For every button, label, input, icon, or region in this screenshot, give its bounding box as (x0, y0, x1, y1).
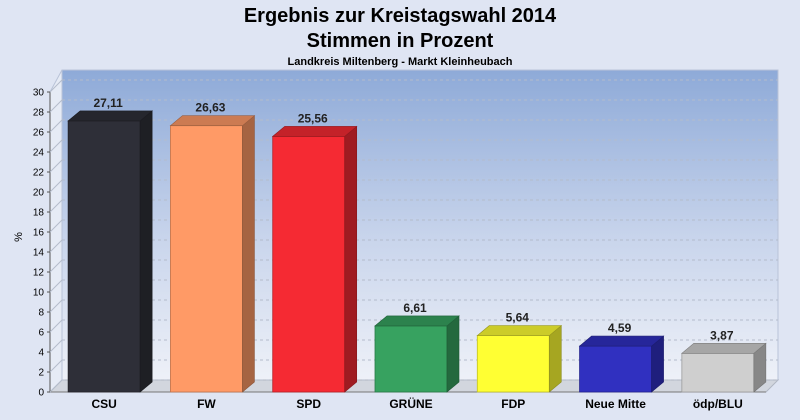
category-label: SPD (296, 397, 321, 411)
chart-title: Ergebnis zur Kreistagswahl 2014 (243, 5, 557, 27)
bar-value-label: 3,87 (710, 328, 734, 342)
bar-value-label: 27,11 (93, 96, 123, 110)
bar (67, 120, 141, 393)
category-label: FW (197, 397, 216, 411)
gridline-diagonal (49, 319, 63, 333)
chart-title-line2: Stimmen in Prozent (306, 30, 494, 52)
y-tick-label: 30 (33, 88, 45, 99)
bar-side (344, 125, 358, 393)
gridline-diagonal (49, 359, 63, 373)
bar-value-label: 26,63 (195, 101, 225, 115)
gridline-diagonal (49, 159, 63, 173)
gridline-diagonal (49, 259, 63, 273)
gridline-diagonal (49, 379, 63, 393)
bar-side (139, 110, 153, 393)
y-tick-label: 4 (38, 348, 44, 359)
y-tick-label: 28 (33, 108, 45, 119)
bar-top (67, 110, 153, 122)
bar-value-label: 5,64 (506, 311, 530, 325)
y-tick-label: 22 (33, 168, 45, 179)
gridline-diagonal (49, 219, 63, 233)
bar-side (548, 324, 562, 393)
bar-top (681, 342, 767, 354)
bar-side (446, 315, 460, 393)
y-tick-label: 20 (33, 188, 45, 199)
y-tick-label: 16 (33, 228, 45, 239)
category-label: CSU (91, 397, 116, 411)
gridline-diagonal (49, 99, 63, 113)
category-label: Neue Mitte (585, 397, 646, 411)
y-tick-label: 18 (33, 208, 45, 219)
gridline-diagonal (49, 79, 63, 93)
chart-header: Ergebnis zur Kreistagswahl 2014 Stimmen … (0, 4, 800, 68)
y-tick-label: 6 (38, 328, 44, 339)
y-axis-label: % (13, 232, 25, 242)
gridline-diagonal (49, 339, 63, 353)
y-tick-label: 24 (33, 148, 45, 159)
category-label: ödp/BLU (693, 397, 743, 411)
category-label: GRÜNE (389, 396, 432, 411)
bar-top (578, 335, 665, 347)
bar-top (169, 115, 256, 126)
bar-top (476, 325, 563, 336)
gridline-diagonal (49, 139, 63, 153)
gridline-diagonal (49, 119, 63, 133)
bar (170, 125, 243, 393)
chart-subtitle: Landkreis Miltenberg - Markt Kleinheubac… (287, 56, 513, 68)
bar-value-label: 4,59 (608, 321, 632, 335)
category-label: FDP (501, 397, 525, 411)
plot-side-wall (49, 69, 63, 394)
bar-value-label: 25,56 (298, 111, 328, 125)
bar-side (242, 115, 255, 393)
bar-top (374, 315, 460, 327)
bar (374, 325, 448, 393)
gridline-diagonal (49, 299, 63, 313)
bar (272, 135, 346, 393)
bar (681, 352, 755, 393)
gridline-diagonal (49, 279, 63, 293)
y-tick-label: 14 (33, 248, 45, 259)
bar-top (271, 126, 358, 137)
y-tick-label: 26 (33, 128, 45, 139)
gridline-diagonal (49, 199, 63, 213)
y-tick-label: 2 (38, 368, 44, 379)
gridline-diagonal (49, 239, 63, 253)
y-tick-label: 10 (33, 288, 45, 299)
y-tick-label: 0 (38, 388, 44, 399)
y-tick-label: 12 (33, 268, 45, 279)
bar-value-label: 6,61 (403, 301, 427, 315)
gridline-diagonal (49, 179, 63, 193)
y-tick-label: 8 (38, 308, 44, 319)
bar (579, 345, 652, 393)
bar (476, 335, 550, 393)
